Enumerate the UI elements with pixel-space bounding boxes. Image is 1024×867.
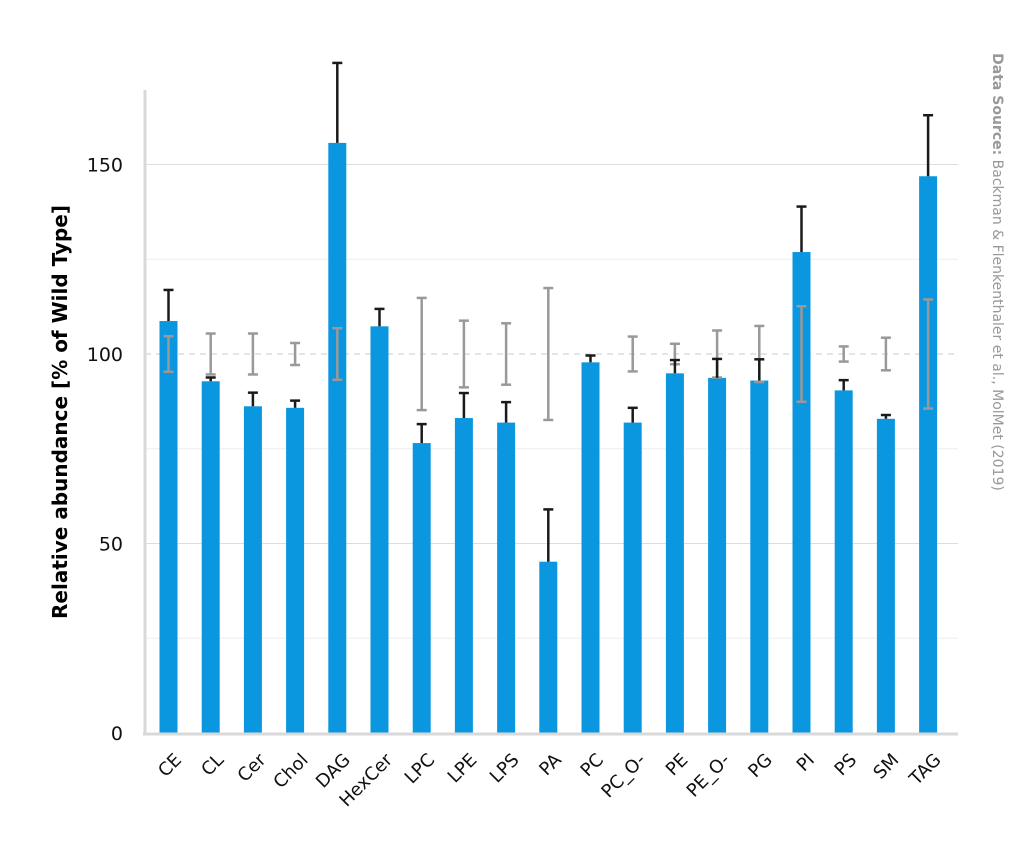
data-source-note: Data Source: Backman & Flenkenthaler et … — [989, 53, 1005, 491]
axis-layer — [143, 90, 958, 736]
bar — [834, 390, 853, 733]
x-tick-label: LPE — [444, 750, 482, 788]
x-tick-label: PE_O- — [683, 750, 735, 802]
x-tick-label: PE — [662, 750, 693, 781]
bar — [201, 381, 220, 733]
y-axis-label: Relative abundance [% of Wild Type] — [48, 205, 72, 619]
error-bars-layer — [163, 61, 934, 562]
x-tick-label: PA — [535, 749, 566, 780]
bar — [412, 443, 431, 733]
data-source-label: Data Source: — [989, 53, 1005, 155]
bar — [665, 373, 684, 733]
x-tick-label: Cer — [234, 749, 271, 786]
bar — [159, 321, 178, 733]
x-tick-label: PC_O- — [597, 750, 650, 803]
y-tick-label: 50 — [99, 534, 123, 556]
x-tick-label: CE — [154, 750, 186, 782]
x-tick-label: PG — [744, 750, 776, 782]
x-tick-label: PC — [577, 750, 608, 781]
bar — [286, 407, 305, 733]
bar — [792, 252, 811, 733]
bars-layer — [159, 142, 938, 734]
x-tick-label: LPS — [486, 750, 524, 788]
bar — [328, 142, 347, 734]
x-tick-label: TAG — [905, 750, 946, 791]
data-source-text: Backman & Flenkenthaler et al., MolMet (… — [989, 155, 1005, 491]
bar — [876, 418, 895, 733]
bar — [497, 422, 516, 733]
x-tick-label: PS — [831, 750, 862, 781]
x-tick-label: CL — [197, 750, 228, 781]
bar — [919, 176, 938, 733]
bar — [623, 422, 642, 733]
x-tick-label: SM — [869, 750, 903, 784]
x-tick-label: PI — [793, 750, 819, 776]
y-tick-labels: 0 50 100 150 — [87, 155, 123, 746]
bar — [750, 380, 769, 733]
bar — [454, 418, 473, 733]
y-tick-label: 0 — [111, 723, 123, 745]
bar — [243, 406, 262, 733]
x-tick-label: Chol — [269, 750, 312, 793]
bar — [370, 326, 389, 733]
bar — [581, 362, 600, 733]
y-tick-label: 150 — [87, 155, 123, 177]
bar — [539, 561, 558, 733]
y-tick-label: 100 — [87, 344, 123, 366]
bar — [708, 377, 727, 733]
x-tick-label: LPC — [401, 750, 440, 789]
